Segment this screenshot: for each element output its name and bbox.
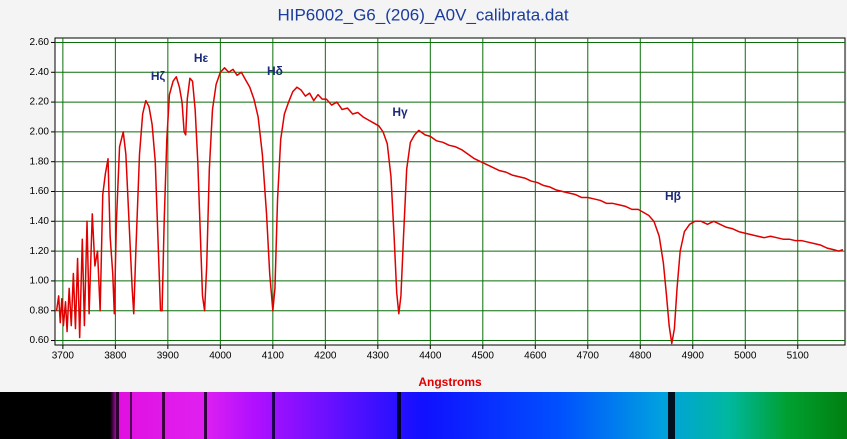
- y-tick-label: 1.00: [30, 276, 50, 287]
- x-tick-label: 4900: [682, 351, 705, 362]
- annotation: Hγ: [392, 105, 408, 119]
- spectrum-line: [55, 67, 844, 345]
- spectrum-strip: [0, 392, 847, 439]
- annotation: Hδ: [267, 64, 283, 78]
- annotation: Hε: [194, 51, 209, 65]
- x-tick-label: 5100: [787, 351, 810, 362]
- y-tick-label: 1.60: [30, 186, 50, 197]
- x-tick-label: 4700: [577, 351, 600, 362]
- y-tick-label: 2.60: [30, 37, 50, 48]
- y-tick-label: 2.00: [30, 127, 50, 138]
- y-tick-label: 2.40: [30, 67, 50, 78]
- x-tick-label: 3800: [104, 351, 127, 362]
- x-axis-label: Angstroms: [418, 375, 482, 389]
- x-tick-label: 4600: [524, 351, 547, 362]
- y-tick-label: 0.60: [30, 335, 50, 346]
- x-tick-label: 3700: [52, 351, 75, 362]
- x-tick-label: 4100: [262, 351, 285, 362]
- x-tick-label: 3900: [157, 351, 180, 362]
- x-tick-label: 4300: [367, 351, 390, 362]
- x-tick-label: 4000: [209, 351, 232, 362]
- chart-title: HIP6002_G6_(206)_A0V_calibrata.dat: [277, 5, 568, 24]
- x-tick-label: 4800: [629, 351, 652, 362]
- x-tick-label: 4500: [472, 351, 495, 362]
- y-tick-label: 1.40: [30, 216, 50, 227]
- x-tick-label: 4400: [419, 351, 442, 362]
- annotation: Hζ: [151, 69, 166, 83]
- x-tick-label: 4200: [314, 351, 337, 362]
- y-tick-label: 0.80: [30, 305, 50, 316]
- y-tick-label: 1.80: [30, 156, 50, 167]
- annotation: Hβ: [665, 189, 681, 203]
- y-tick-label: 1.20: [30, 246, 50, 257]
- y-tick-label: 2.20: [30, 97, 50, 108]
- x-tick-label: 5000: [734, 351, 757, 362]
